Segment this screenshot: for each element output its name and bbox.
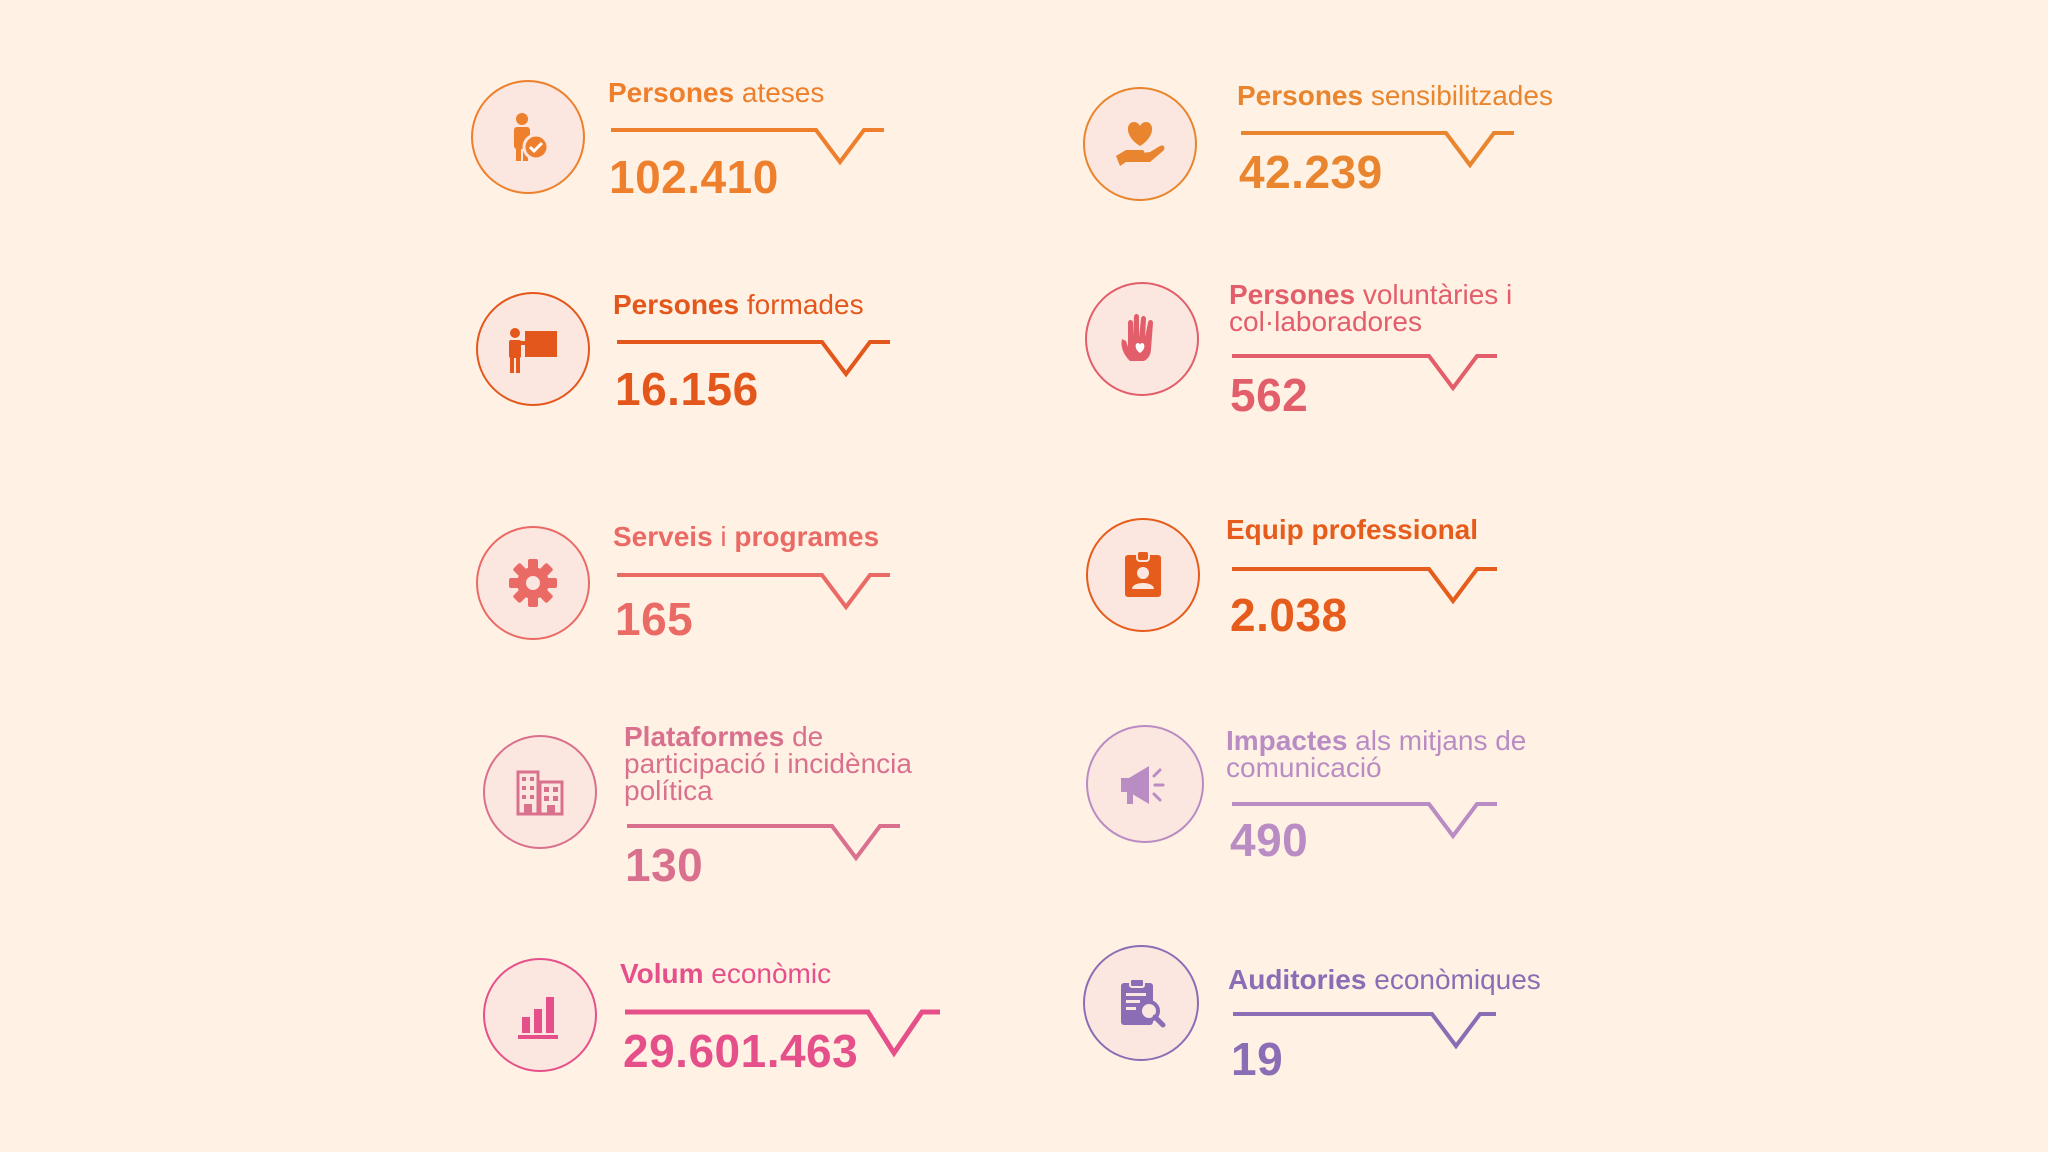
- stat-label: Persones ateses: [608, 77, 825, 108]
- decorative-rule: [627, 824, 900, 862]
- stat-value: 2.038: [1230, 589, 1348, 641]
- bar-chart-icon: [483, 958, 597, 1072]
- decorative-rule: [1232, 802, 1497, 840]
- stat-label: Serveis i programes: [613, 521, 880, 552]
- stat-label: Equip professional: [1226, 514, 1479, 545]
- stat-value: 165: [615, 593, 694, 645]
- decorative-rule: [611, 128, 884, 166]
- buildings-icon: [483, 735, 597, 849]
- stat-value: 19: [1231, 1033, 1284, 1085]
- stat-value: 130: [625, 839, 704, 891]
- raised-hand-heart-icon: [1085, 282, 1199, 396]
- stat-label: Auditories econòmiques: [1228, 964, 1541, 995]
- megaphone-icon: [1086, 725, 1204, 843]
- stat-value: 16.156: [615, 363, 759, 415]
- clipboard-search-icon: [1083, 945, 1199, 1061]
- decorative-rule: [1232, 354, 1497, 392]
- stat-label: Impactes als mitjans de comunicació: [1226, 725, 1527, 783]
- stat-value: 490: [1230, 814, 1309, 866]
- stat-label: Persones sensibilitzades: [1237, 80, 1553, 111]
- decorative-rule: [617, 573, 890, 611]
- teacher-board-icon: [476, 292, 590, 406]
- stat-label: Persones formades: [613, 289, 864, 320]
- stat-value: 562: [1230, 369, 1309, 421]
- stat-value: 42.239: [1239, 146, 1383, 198]
- person-check-icon: [471, 80, 585, 194]
- decorative-rule: [625, 1009, 940, 1058]
- stat-value: 29.601.463: [623, 1025, 859, 1077]
- stat-label: Plataformes de participació i incidència…: [624, 721, 912, 806]
- id-badge-icon: [1086, 518, 1200, 632]
- stat-label: Volum econòmic: [620, 958, 832, 989]
- stat-label: Persones voluntàries i col·laboradores: [1229, 279, 1513, 337]
- decorative-rule: [1232, 567, 1497, 605]
- heart-hand-icon: [1083, 87, 1197, 201]
- gear-icon: [476, 526, 590, 640]
- decorative-rule: [1241, 131, 1514, 169]
- decorative-rule: [617, 340, 890, 378]
- decorative-rule: [1233, 1012, 1496, 1050]
- stat-value: 102.410: [609, 151, 779, 203]
